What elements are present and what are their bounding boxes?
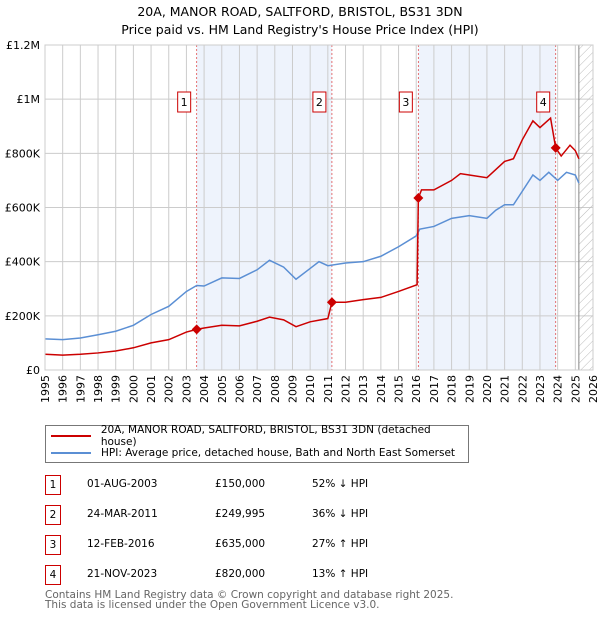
x-tick-label: 2001 bbox=[145, 375, 158, 403]
sale-row: 4 21-NOV-2023 £820,000 13% ↑ HPI bbox=[45, 565, 465, 585]
sale-number: 2 bbox=[45, 505, 61, 525]
sale-row: 2 24-MAR-2011 £249,995 36% ↓ HPI bbox=[45, 505, 465, 525]
sale-point bbox=[550, 142, 561, 153]
y-tick-label: £800K bbox=[5, 147, 41, 160]
x-tick-label: 1995 bbox=[39, 375, 52, 403]
sale-price: £150,000 bbox=[215, 478, 266, 490]
x-tick-label: 2010 bbox=[304, 375, 317, 403]
legend-swatch-hpi bbox=[51, 452, 91, 454]
sale-label: 4 bbox=[540, 96, 547, 109]
x-tick-label: 2005 bbox=[216, 375, 229, 403]
x-tick-label: 2026 bbox=[587, 375, 600, 403]
sale-date: 24-MAR-2011 bbox=[87, 508, 158, 520]
y-tick-label: £0 bbox=[26, 364, 40, 377]
chart-title: 20A, MANOR ROAD, SALTFORD, BRISTOL, BS31… bbox=[137, 4, 463, 19]
y-tick-label: £200K bbox=[5, 310, 41, 323]
x-tick-label: 2022 bbox=[516, 375, 529, 403]
x-tick-label: 2009 bbox=[286, 375, 299, 403]
plot-area: 1995 1996 1997 1998 1999 2000 2001 2002 2003 2004… bbox=[5, 39, 600, 403]
x-tick-label: 2002 bbox=[163, 375, 176, 403]
x-tick-label: 2008 bbox=[269, 375, 282, 403]
sale-date: 01-AUG-2003 bbox=[87, 478, 158, 490]
x-tick-label: 2019 bbox=[463, 375, 476, 403]
x-tick-label: 2011 bbox=[322, 375, 335, 403]
y-tick-label: £600K bbox=[5, 202, 41, 215]
plot-frame bbox=[44, 44, 594, 371]
x-tick-label: 2003 bbox=[180, 375, 193, 403]
x-tick-label: 2017 bbox=[428, 375, 441, 403]
sale-label: 2 bbox=[316, 96, 323, 109]
sale-date: 21-NOV-2023 bbox=[87, 568, 158, 580]
hpi-line bbox=[44, 171, 580, 341]
sale-date: 12-FEB-2016 bbox=[87, 538, 155, 550]
y-tick-label: £400K bbox=[5, 256, 41, 269]
sale-hpi-diff: 27% ↑ HPI bbox=[312, 538, 369, 550]
sale-label-box bbox=[536, 91, 551, 113]
sale-point bbox=[413, 193, 424, 204]
x-tick-label: 1997 bbox=[74, 375, 87, 403]
x-tick-label: 1999 bbox=[110, 375, 123, 403]
sale-label: 1 bbox=[181, 96, 188, 109]
sale-hpi-diff: 52% ↓ HPI bbox=[312, 478, 369, 490]
legend: 20A, MANOR ROAD, SALTFORD, BRISTOL, BS31… bbox=[45, 424, 469, 463]
x-tick-label: 2013 bbox=[357, 375, 370, 403]
footer-line-2: This data is licensed under the Open Gov… bbox=[45, 599, 380, 611]
chart-subtitle: Price paid vs. HM Land Registry's House … bbox=[121, 22, 479, 37]
sale-number: 4 bbox=[45, 565, 61, 585]
x-tick-label: 2006 bbox=[233, 375, 246, 403]
sale-label-box bbox=[177, 91, 192, 113]
property-price-line bbox=[44, 116, 580, 356]
sale-hpi-diff: 36% ↓ HPI bbox=[312, 508, 369, 520]
x-tick-label: 2024 bbox=[552, 375, 565, 403]
y-tick-label: £1M bbox=[17, 93, 41, 106]
x-tick-label: 2015 bbox=[393, 375, 406, 403]
x-tick-label: 2021 bbox=[499, 375, 512, 403]
footer-line-1: Contains HM Land Registry data © Crown c… bbox=[45, 589, 454, 601]
x-tick-label: 2016 bbox=[410, 375, 423, 403]
x-tick-label: 2004 bbox=[198, 375, 211, 403]
x-tick-label: 2007 bbox=[251, 375, 264, 403]
sale-row: 1 01-AUG-2003 £150,000 52% ↓ HPI bbox=[45, 475, 465, 495]
legend-label-hpi: HPI: Average price, detached house, Bath… bbox=[101, 447, 456, 459]
sale-label-box bbox=[398, 91, 413, 113]
x-tick-label: 2014 bbox=[375, 375, 388, 403]
x-tick-label: 2012 bbox=[340, 375, 353, 403]
sale-price: £820,000 bbox=[215, 568, 266, 580]
x-tick-label: 2018 bbox=[446, 375, 459, 403]
legend-swatch-property bbox=[51, 435, 91, 437]
legend-label-property: 20A, MANOR ROAD, SALTFORD, BRISTOL, BS31… bbox=[100, 424, 431, 448]
x-tick-label: 1998 bbox=[92, 375, 105, 403]
footer: Contains HM Land Registry data © Crown c… bbox=[45, 589, 454, 611]
sale-label-box bbox=[312, 91, 327, 113]
sale-hpi-diff: 13% ↑ HPI bbox=[312, 568, 369, 580]
x-tick-label: 2020 bbox=[481, 375, 494, 403]
forecast-hatch bbox=[578, 45, 593, 370]
sale-point bbox=[191, 324, 202, 335]
sale-number: 1 bbox=[45, 475, 61, 495]
y-tick-label: £1.2M bbox=[6, 39, 40, 52]
x-tick-label: 2023 bbox=[534, 375, 547, 403]
sale-label: 3 bbox=[402, 96, 409, 109]
x-tick-label: 1996 bbox=[57, 375, 70, 403]
sale-row: 3 12-FEB-2016 £635,000 27% ↑ HPI bbox=[45, 535, 465, 555]
sale-price: £249,995 bbox=[215, 508, 266, 520]
x-tick-label: 2025 bbox=[569, 375, 582, 403]
sale-point bbox=[326, 297, 337, 308]
sale-number: 3 bbox=[45, 535, 61, 555]
x-tick-label: 2000 bbox=[127, 375, 140, 403]
sale-price: £635,000 bbox=[215, 538, 266, 550]
